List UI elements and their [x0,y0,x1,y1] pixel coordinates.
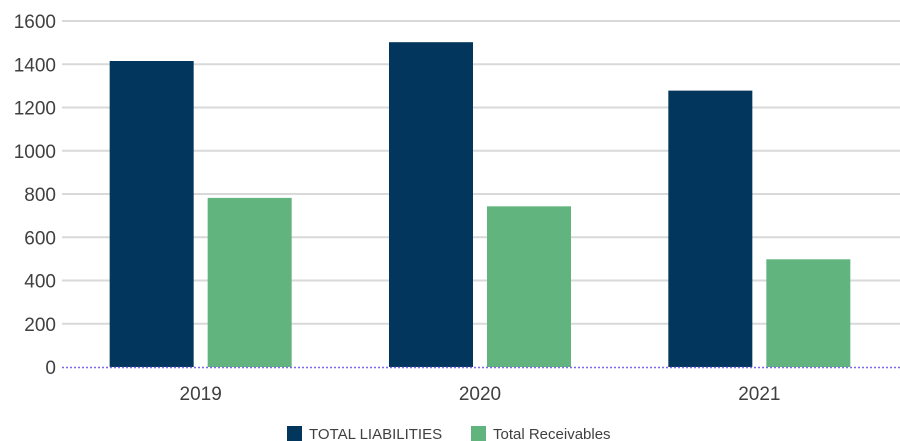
x-axis-ticks: 2019 2020 2021 [180,384,781,405]
bar-total-liabilities-2020 [389,42,473,367]
y-tick-label: 1200 [14,99,56,120]
y-tick-label: 0 [45,358,56,379]
y-tick-label: 800 [24,185,56,206]
y-axis-ticks: 0 200 400 600 800 1000 1200 1400 1600 [14,12,56,379]
gridlines [62,20,900,325]
bar-total-receivables-2019 [207,197,292,367]
legend-swatch-total-liabilities [287,426,302,441]
y-tick-label: 400 [24,272,56,293]
y-tick-label: 200 [24,315,56,336]
bars [109,42,851,367]
bar-total-receivables-2021 [766,259,851,367]
legend-label-total-receivables: Total Receivables [493,426,611,441]
bar-total-liabilities-2021 [668,90,753,367]
x-tick-label: 2021 [738,384,780,405]
legend-label-total-liabilities: TOTAL LIABILITIES [309,426,442,441]
y-tick-label: 1400 [14,55,56,76]
bar-total-liabilities-2019 [109,61,194,367]
y-tick-label: 1000 [14,142,56,163]
legend: TOTAL LIABILITIES Total Receivables [287,426,611,441]
y-tick-label: 600 [24,228,56,249]
x-tick-label: 2020 [459,384,501,405]
y-tick-label: 1600 [14,12,56,33]
bar-total-receivables-2020 [487,206,571,367]
legend-swatch-total-receivables [471,426,486,441]
x-tick-label: 2019 [180,384,222,405]
